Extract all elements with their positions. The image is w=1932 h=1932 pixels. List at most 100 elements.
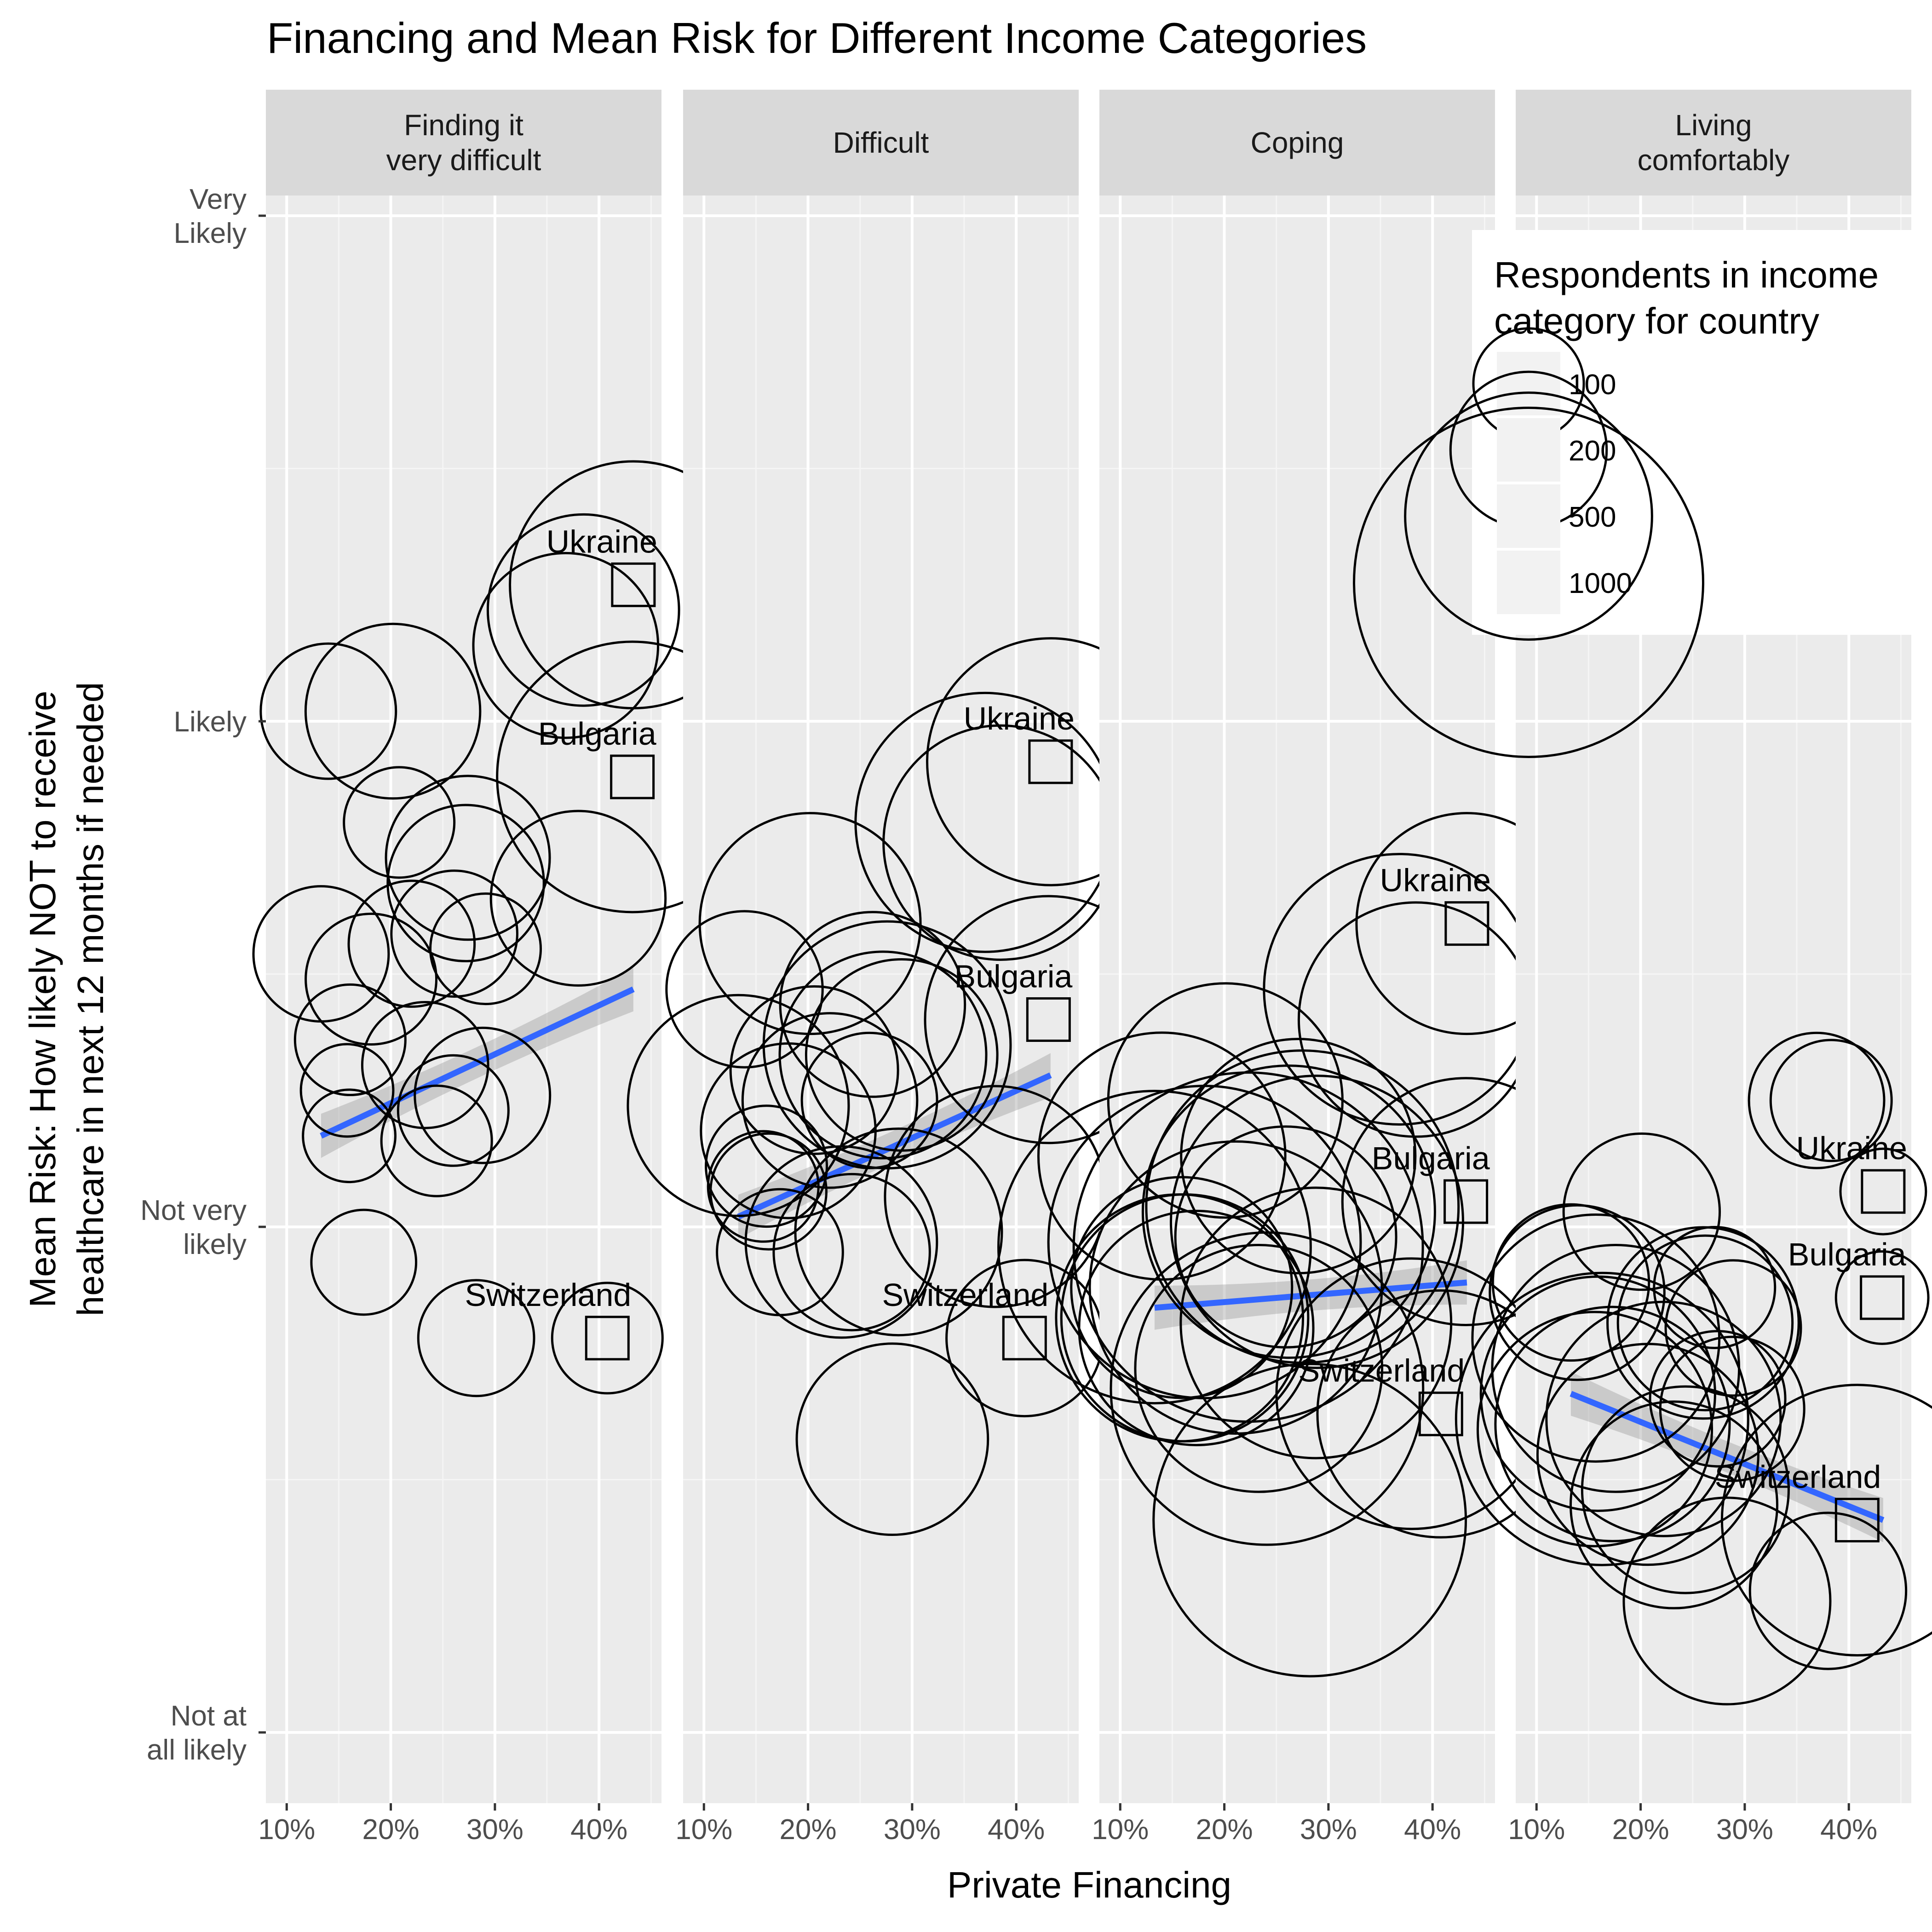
data-point: [1606, 1226, 1800, 1420]
data-point: [259, 642, 397, 780]
data-point: [1476, 1311, 1714, 1547]
highlight-box: [1444, 901, 1489, 946]
data-point: [1152, 1363, 1467, 1678]
data-point: [1489, 1204, 1666, 1381]
y-axis-title-line: Mean Risk: How likely NOT to receive: [22, 690, 63, 1307]
data-point: [744, 1145, 938, 1339]
facet-strip-label: Coping: [1251, 126, 1344, 159]
x-tick-label: 40%: [988, 1814, 1045, 1846]
data-point: [729, 985, 899, 1155]
data-point: [707, 1130, 820, 1243]
y-tick-label: all likely: [147, 1734, 247, 1766]
highlight-point: [1720, 1384, 1932, 1656]
data-point: [1134, 1243, 1384, 1493]
facet-panel: Difficult 10% 20% 30% 40% Ukraine Bulgaria Swit…: [627, 90, 1175, 1846]
data-point: [1179, 1186, 1453, 1460]
data-point: [1748, 1031, 1886, 1169]
data-point: [1078, 1209, 1315, 1446]
highlight-box: [1443, 1179, 1489, 1224]
data-point: [1455, 1271, 1749, 1566]
data-point: [627, 994, 850, 1217]
facet-strip-label: Difficult: [833, 126, 929, 159]
legend-label: 200: [1569, 435, 1616, 467]
data-point: [1479, 1275, 1716, 1512]
data-point: [310, 1208, 418, 1316]
data-point: [716, 1188, 844, 1317]
country-label: Ukraine: [546, 523, 657, 559]
highlight-box: [1026, 997, 1071, 1042]
highlight-box: [611, 562, 656, 607]
legend-key: [1497, 484, 1560, 548]
data-point: [1088, 1140, 1383, 1435]
data-point: [1070, 1176, 1294, 1399]
x-tick-label: 10%: [1092, 1814, 1149, 1846]
legend-label: 100: [1569, 369, 1616, 401]
facet-strip: [683, 90, 1079, 196]
legend-label: 500: [1569, 501, 1616, 533]
data-point: [778, 950, 988, 1160]
data-point: [1664, 1259, 1802, 1397]
y-tick-label: Not at: [171, 1700, 247, 1732]
highlight-box: [1861, 1169, 1906, 1214]
y-axis-title-line: healthcare in next 12 months if needed: [70, 682, 111, 1317]
data-point: [709, 1132, 828, 1251]
data-point: [1536, 1343, 1760, 1566]
country-label: Ukraine: [1796, 1130, 1907, 1166]
data-point: [741, 1012, 919, 1189]
panel-background: [683, 196, 1079, 1803]
trend-line: [320, 986, 635, 1139]
data-point: [414, 1026, 552, 1164]
data-point: [1622, 1496, 1832, 1706]
x-tick-label: 30%: [884, 1814, 941, 1846]
x-tick-label: 40%: [1404, 1814, 1461, 1846]
x-tick-label: 20%: [780, 1814, 837, 1846]
data-point: [385, 775, 551, 941]
data-point: [1769, 1039, 1893, 1162]
data-point: [1570, 1400, 1778, 1610]
x-tick-label: 20%: [1196, 1814, 1253, 1846]
country-label: Switzerland: [1714, 1459, 1881, 1495]
country-label: Ukraine: [964, 701, 1075, 736]
data-point: [1545, 1300, 1782, 1537]
country-label: Switzerland: [882, 1277, 1048, 1313]
data-point: [293, 983, 407, 1096]
legend-size-circle: [1404, 391, 1653, 641]
highlight-box: [1860, 1275, 1905, 1320]
y-tick-label: likely: [183, 1229, 247, 1260]
data-point: [390, 869, 518, 998]
legend-label: 1000: [1569, 568, 1632, 599]
data-point: [665, 910, 824, 1069]
data-point: [1659, 1335, 1806, 1482]
data-point: [472, 552, 660, 739]
data-point: [1748, 1512, 1908, 1670]
data-point: [1494, 1305, 1731, 1542]
highlight-point: [551, 1282, 664, 1395]
data-point: [305, 913, 438, 1046]
data-point: [1581, 1385, 1790, 1594]
data-point: [1616, 1234, 1794, 1412]
highlight-box: [1834, 1498, 1880, 1543]
y-axis-title-group: Mean Risk: How likely NOT to receive heal…: [22, 682, 111, 1317]
data-point: [417, 1279, 535, 1397]
country-label: Bulgaria: [1372, 1140, 1490, 1176]
country-label: Bulgaria: [1788, 1236, 1906, 1272]
data-point: [1037, 1031, 1287, 1281]
legend-key: [1497, 418, 1560, 482]
facet-strip-label: very difficult: [386, 144, 541, 177]
x-tick-label: 10%: [258, 1814, 315, 1846]
size-legend: Respondents in income category for countr…: [1353, 230, 1932, 758]
x-tick-label: 10%: [675, 1814, 732, 1846]
data-point: [304, 622, 482, 800]
y-tick-label: Very: [190, 184, 247, 215]
country-label: Ukraine: [1380, 862, 1491, 898]
data-point: [772, 1173, 931, 1332]
highlight-box: [610, 754, 655, 799]
facet-strip: [1099, 90, 1495, 196]
x-tick-label: 30%: [1716, 1814, 1773, 1846]
data-point: [1180, 1038, 1417, 1275]
legend-size-circle: [1353, 407, 1704, 758]
chart-title: Financing and Mean Risk for Different In…: [267, 14, 1367, 62]
